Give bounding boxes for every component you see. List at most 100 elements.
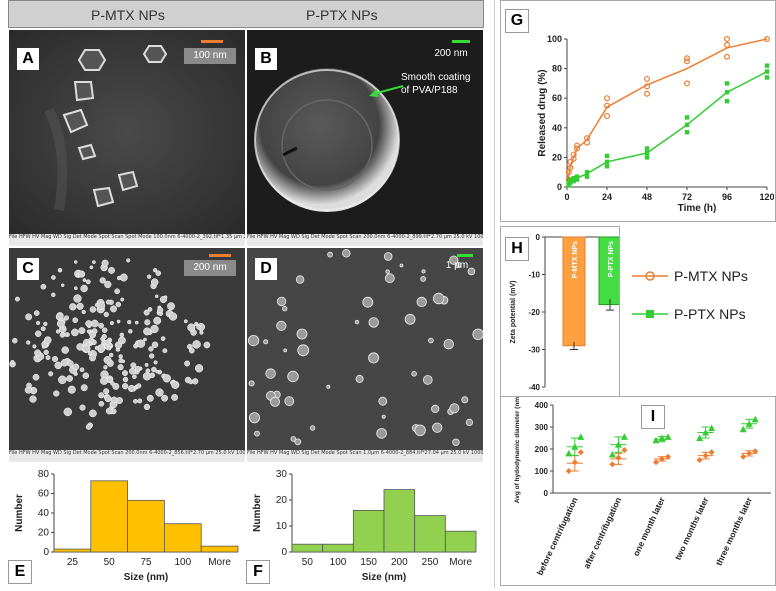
histogram-f: 0 10 20 30 50 100 150 200 250 More Size (nm) Number… xyxy=(246,466,484,586)
sem-particle xyxy=(194,321,199,327)
sem-particle xyxy=(153,316,162,325)
sem-particle xyxy=(203,341,211,349)
zeta-y-tick-label: -30 xyxy=(528,346,540,355)
sem-particle xyxy=(368,352,380,364)
zeta-chart-panel: 0 -10 -20 -30 -40 Zeta potential (mV) P-MTX NP… xyxy=(500,226,622,402)
sem-particle xyxy=(122,370,128,377)
sem-particle xyxy=(98,322,104,329)
sem-particle xyxy=(378,396,388,406)
sem-particle xyxy=(326,384,331,389)
release-point-ptx xyxy=(644,150,650,156)
diameter-point-mtx xyxy=(565,468,572,474)
sem-particle xyxy=(60,359,69,367)
histogram-e-x-tick-label: 75 xyxy=(140,557,152,568)
diameter-point-ptx xyxy=(577,433,585,440)
sem-particle xyxy=(34,330,42,337)
release-x-tick-label: 96 xyxy=(722,192,732,202)
sem-particle xyxy=(89,354,96,362)
sem-image-a xyxy=(9,30,245,234)
sem-particle xyxy=(368,317,379,328)
sem-particle xyxy=(254,430,260,437)
sem-particle xyxy=(149,372,156,379)
diameter-point-mtx xyxy=(659,455,665,462)
sem-particle xyxy=(461,396,469,404)
sem-particle xyxy=(467,267,476,276)
sem-particle xyxy=(269,396,280,407)
sem-particle xyxy=(66,375,73,382)
release-point-ptx xyxy=(724,90,730,95)
sem-particle xyxy=(92,260,96,264)
sem-particle xyxy=(26,382,32,389)
diameter-point-mtx xyxy=(665,453,671,460)
diameter-point-ptx xyxy=(565,449,573,457)
sem-particle xyxy=(67,360,74,367)
sem-particle xyxy=(127,319,132,325)
sem-particle xyxy=(105,299,111,305)
sem-particle xyxy=(294,438,302,446)
panel-label-g: G xyxy=(505,9,529,33)
sem-particle xyxy=(78,327,86,335)
diameter-y-tick-label: 200 xyxy=(535,445,549,454)
sem-particle xyxy=(100,376,109,385)
sem-particle xyxy=(63,407,73,417)
sem-particle xyxy=(194,364,204,373)
sem-particle xyxy=(148,346,154,352)
sem-info-bar-d: File HFW HV Mag WD Sig Det Mode Spot Sca… xyxy=(247,450,483,462)
sem-particle xyxy=(122,376,129,383)
sem-particle xyxy=(90,319,99,328)
sem-particle xyxy=(137,398,143,404)
sem-particle xyxy=(155,270,162,276)
sem-image-d xyxy=(247,248,483,450)
coated-particle xyxy=(255,68,399,212)
sem-particle xyxy=(76,302,84,310)
sem-particle xyxy=(154,294,159,299)
zeta-y-tick-label: -20 xyxy=(528,308,540,317)
sem-particle xyxy=(423,375,433,385)
sem-particle xyxy=(162,348,168,354)
sem-particle xyxy=(287,370,299,383)
histogram-e-bar xyxy=(127,499,165,553)
sem-particle xyxy=(73,286,78,291)
diameter-point-ptx xyxy=(608,451,616,458)
sem-particle xyxy=(109,352,114,358)
release-point-ptx xyxy=(604,153,610,159)
sem-info-bar-c: File HFW HV Mag WD Sig Det Mode Spot Sca… xyxy=(9,450,245,462)
sem-particle xyxy=(32,373,40,381)
diameter-point-mtx xyxy=(609,461,616,468)
sem-particle xyxy=(51,292,56,298)
sem-particle xyxy=(133,398,138,404)
diameter-point-ptx xyxy=(708,424,716,432)
sem-particle xyxy=(159,295,167,304)
sem-particle xyxy=(118,354,123,359)
scale-label-a: 100 nm xyxy=(184,48,236,64)
sem-particle xyxy=(87,351,93,356)
legend-mtx-label: P-MTX NPs xyxy=(674,268,748,284)
sem-particle xyxy=(142,372,152,381)
sem-particle xyxy=(110,396,118,404)
release-point-ptx xyxy=(644,155,650,160)
sem-particle xyxy=(86,342,91,347)
release-y-tick-label: 60 xyxy=(552,93,562,103)
sem-particle xyxy=(103,365,108,370)
sem-particle xyxy=(119,332,125,338)
sem-particle xyxy=(51,275,56,280)
sem-particle xyxy=(456,262,462,268)
sem-particle xyxy=(130,362,137,369)
release-point-ptx xyxy=(584,170,590,175)
release-point-ptx xyxy=(684,122,690,128)
release-point-mtx xyxy=(603,95,610,102)
release-point-mtx xyxy=(724,53,731,60)
sem-particle xyxy=(122,383,129,390)
sem-particle xyxy=(192,340,201,349)
sem-particle xyxy=(60,283,65,287)
zeta-chart-svg: 0 -10 -20 -30 -40 Zeta potential (mV) P-MTX NP… xyxy=(510,233,622,392)
release-point-mtx xyxy=(603,112,610,119)
release-point-mtx xyxy=(573,142,580,149)
sem-particle xyxy=(384,273,395,284)
sem-particle xyxy=(151,341,159,349)
legend-mtx-marker-icon xyxy=(632,271,668,281)
scale-label-b: 200 nm xyxy=(434,48,468,59)
sem-particle xyxy=(56,319,65,328)
sem-particle xyxy=(143,309,150,316)
sem-particle xyxy=(414,424,426,437)
